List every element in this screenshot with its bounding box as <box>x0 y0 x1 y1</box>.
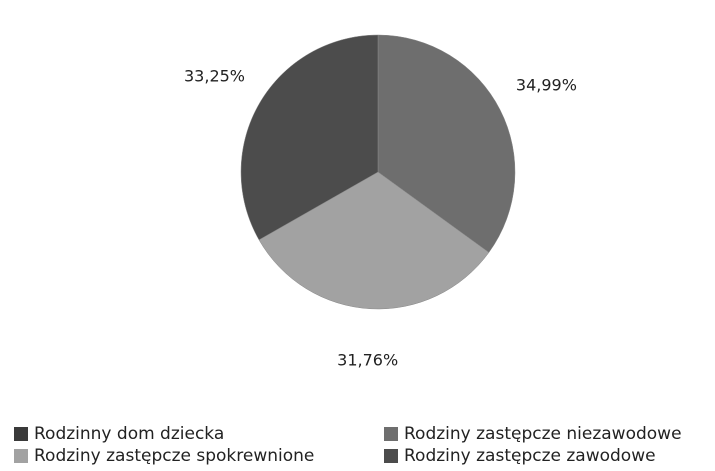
data-label: 31,76% <box>337 350 398 369</box>
legend-label: Rodziny zastępcze niezawodowe <box>404 424 682 444</box>
legend-swatch <box>384 449 398 463</box>
legend-swatch <box>14 427 28 441</box>
legend-swatch <box>384 427 398 441</box>
legend-label: Rodziny zastępcze zawodowe <box>404 446 656 466</box>
pie-slice <box>377 34 516 253</box>
pie-slice <box>240 34 379 241</box>
legend-label: Rodziny zastępcze spokrewnione <box>34 446 314 466</box>
legend-swatch <box>14 449 28 463</box>
data-label: 34,99% <box>516 76 577 95</box>
data-label: 33,25% <box>184 67 245 86</box>
legend-label: Rodzinny dom dziecka <box>34 424 224 444</box>
pie-slice <box>258 171 490 310</box>
